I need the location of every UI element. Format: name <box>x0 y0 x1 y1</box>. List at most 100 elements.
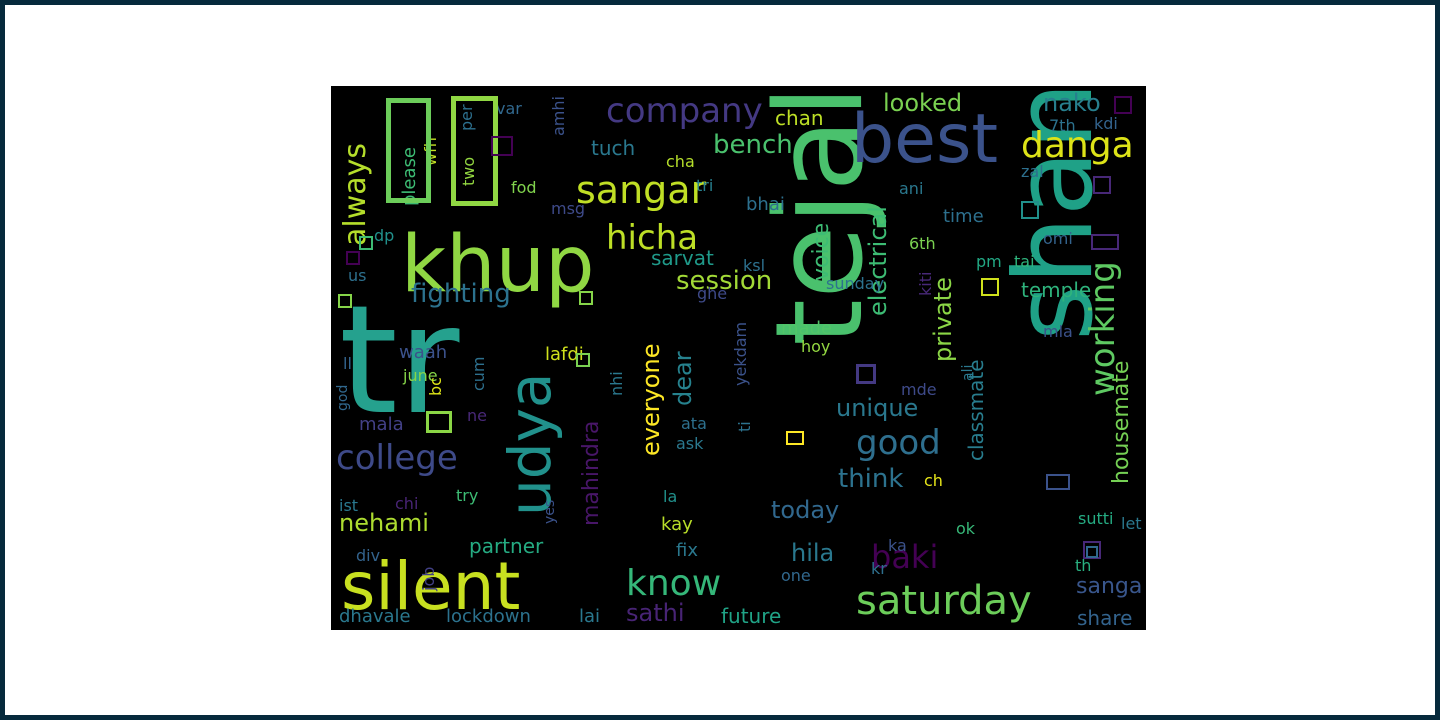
missing-glyph-box <box>1093 176 1111 194</box>
cloud-word: pm <box>976 252 1002 271</box>
cloud-word: housemate <box>1109 360 1134 484</box>
canvas: tr tejal shant khup silent best udya saturday sa… <box>5 5 1435 715</box>
cloud-word: sangar <box>576 168 707 212</box>
cloud-word: bhai <box>746 194 785 215</box>
cloud-word: omi <box>1043 229 1073 248</box>
cloud-word: god <box>335 384 351 411</box>
missing-glyph-box <box>786 431 804 445</box>
cloud-word: think <box>838 464 904 494</box>
missing-glyph-box <box>359 236 373 250</box>
cloud-word: khup <box>401 220 595 310</box>
cloud-word: best <box>851 100 999 179</box>
missing-glyph-box <box>1046 474 1070 490</box>
missing-glyph-box <box>1021 201 1039 219</box>
cloud-word: know <box>626 563 722 604</box>
cloud-word: 6th <box>909 234 936 253</box>
cloud-word: mla <box>1043 322 1073 341</box>
cloud-word: bc <box>426 377 445 396</box>
cloud-word: job <box>419 566 438 591</box>
cloud-word: always <box>338 142 373 246</box>
cloud-word: ist <box>339 496 359 515</box>
cloud-word: try <box>456 486 479 505</box>
cloud-word: electrical <box>864 206 892 316</box>
missing-glyph-box <box>1114 96 1132 114</box>
cloud-word: temple <box>1021 278 1092 302</box>
cloud-word: kay <box>661 514 693 535</box>
cloud-word: yes <box>542 499 558 524</box>
cloud-word: us <box>348 266 367 285</box>
missing-glyph-box <box>856 364 876 384</box>
cloud-word: ne <box>467 406 487 425</box>
cloud-word: ok <box>956 519 976 538</box>
missing-glyph-box <box>1086 546 1098 558</box>
cloud-word: kdi <box>1094 114 1118 133</box>
missing-glyph-box <box>981 278 999 296</box>
missing-glyph-box <box>576 353 590 367</box>
cloud-word: nhi <box>607 371 626 396</box>
cloud-word: yekdam <box>731 321 750 386</box>
cloud-word: th <box>1075 556 1092 575</box>
cloud-word: made <box>781 318 833 339</box>
cloud-word: udya <box>496 372 564 516</box>
missing-glyph-box <box>426 411 452 433</box>
cloud-word: hila <box>791 539 835 567</box>
cloud-word: hicha <box>606 218 699 258</box>
cloud-word: var <box>496 99 522 118</box>
cloud-word: div <box>356 546 381 565</box>
cloud-word: kiti <box>916 271 935 296</box>
cloud-word: lockdown <box>446 606 531 627</box>
word-cloud: tr tejal shant khup silent best udya saturday sa… <box>331 86 1146 630</box>
cloud-word: unique <box>836 394 919 422</box>
cloud-word: ksl <box>743 256 766 275</box>
cloud-word: nako <box>1043 89 1101 117</box>
cloud-word: cum <box>469 356 488 391</box>
cloud-word: looked <box>883 89 963 117</box>
cloud-word: everyone <box>637 343 665 456</box>
cloud-word: company <box>606 91 763 131</box>
cloud-word: bench <box>713 130 793 160</box>
cloud-word: let <box>1121 514 1142 533</box>
cloud-word: fod <box>511 178 537 197</box>
missing-glyph-box <box>386 98 431 203</box>
cloud-word: lafdi <box>545 344 584 365</box>
cloud-word: ka <box>888 536 907 555</box>
cloud-word: dp <box>374 226 395 245</box>
missing-glyph-box <box>338 294 352 308</box>
cloud-word: sarvat <box>651 246 714 270</box>
cloud-word: tuch <box>591 136 636 160</box>
cloud-word: saturday <box>856 578 1032 624</box>
missing-glyph-box <box>579 291 593 305</box>
cloud-word: future <box>721 604 782 628</box>
cloud-word: mala <box>359 414 404 435</box>
cloud-word: baki <box>871 538 939 576</box>
cloud-word: nehami <box>339 509 429 537</box>
cloud-word: ali <box>960 364 976 381</box>
missing-glyph-box <box>491 136 513 156</box>
cloud-word: mde <box>901 380 937 399</box>
cloud-word: tri <box>696 176 714 195</box>
cloud-word: ask <box>676 434 704 453</box>
cloud-word: good <box>856 423 941 463</box>
cloud-word: la <box>663 487 678 506</box>
cloud-word: tai <box>1014 252 1035 271</box>
cloud-word: hoy <box>801 337 831 356</box>
cloud-word: amhi <box>549 96 568 136</box>
cloud-word: silent <box>341 548 521 625</box>
cloud-word: waah <box>399 342 448 363</box>
missing-glyph-box <box>1083 541 1101 559</box>
missing-glyph-box <box>451 96 498 206</box>
cloud-word: ata <box>681 414 707 433</box>
cloud-word: ll <box>343 354 352 373</box>
cloud-word: voice <box>809 222 834 281</box>
cloud-word: today <box>771 496 840 524</box>
missing-glyph-box <box>346 251 360 265</box>
missing-glyph-box <box>1091 234 1119 250</box>
cloud-word: lai <box>579 606 601 627</box>
cloud-word: one <box>781 566 811 585</box>
cloud-word: fighting <box>411 279 511 309</box>
cloud-word: cha <box>666 152 695 171</box>
cloud-word: partner <box>469 534 544 558</box>
cloud-word: sunday <box>826 274 885 293</box>
cloud-word: zal <box>1021 162 1044 181</box>
cloud-word: danga <box>1021 125 1134 166</box>
